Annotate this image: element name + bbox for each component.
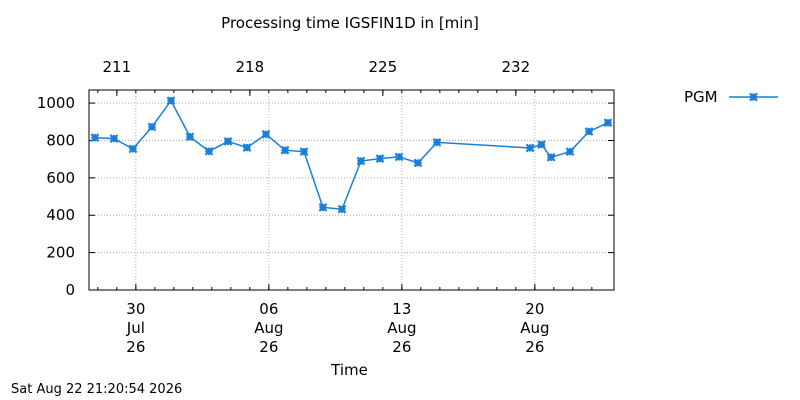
data-point-marker [584,127,594,136]
data-point-marker [603,118,613,128]
x-tick-label: 20 [525,300,544,318]
data-point-marker [261,129,271,139]
x2-tick-label: 232 [502,58,531,76]
data-point-marker [166,96,176,106]
x-tick-label: Aug [520,319,549,337]
data-point-marker [356,156,366,166]
data-point-marker [242,143,252,152]
data-point-marker [565,147,575,157]
y-tick-label: 0 [65,281,75,299]
footer-timestamp: Sat Aug 22 21:20:54 2026 [11,382,183,397]
y-tick-label: 400 [46,206,75,224]
legend-label-pgm: PGM [684,88,718,106]
x2-tick-label: 218 [236,58,265,76]
data-point-marker [147,122,157,132]
x-axis-label: Time [330,361,368,379]
data-point-marker [185,132,195,142]
plot-frame [88,89,615,291]
data-point-marker [109,134,119,143]
y-tick-label: 600 [46,169,75,187]
data-point-marker [90,133,100,143]
legend-marker-pgm [749,92,758,102]
data-point-marker [299,147,309,157]
data-point-marker [318,203,328,212]
x-tick-label: 26 [525,338,544,356]
data-point-marker [280,145,290,155]
data-point-marker [204,146,214,156]
x-tick-label: Jul [126,319,145,337]
x-tick-label: 26 [259,338,278,356]
x-tick-label: 30 [126,300,145,318]
x-tick-label: 26 [392,338,411,356]
chart-title: Processing time IGSFIN1D in [min] [221,14,479,32]
data-point-marker [337,204,347,214]
data-point-marker [525,143,535,153]
x-tick-label: 13 [392,300,411,318]
x-tick-label: Aug [254,319,283,337]
x-tick-label: 26 [126,338,145,356]
data-point-marker [394,152,404,162]
x-tick-label: 06 [259,300,278,318]
data-point-marker [223,137,233,146]
series-line-pgm [94,99,609,211]
x2-tick-label: 211 [103,58,132,76]
data-point-marker [413,158,423,168]
data-point-marker [546,152,556,162]
y-tick-label: 800 [46,131,75,149]
data-point-marker [128,144,138,154]
x2-tick-label: 225 [369,58,398,76]
y-tick-label: 200 [46,244,75,262]
data-point-marker [537,140,546,149]
y-tick-label: 1000 [37,94,75,112]
data-point-marker [432,137,442,147]
x-tick-label: Aug [387,319,416,337]
data-point-marker [375,154,385,163]
